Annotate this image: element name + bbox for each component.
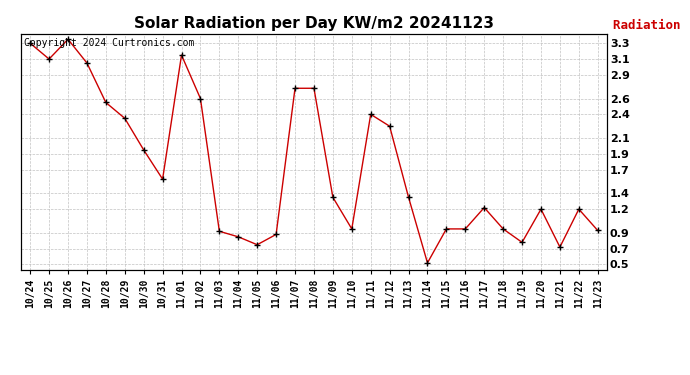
- Text: Copyright 2024 Curtronics.com: Copyright 2024 Curtronics.com: [23, 39, 194, 48]
- Text: Radiation (kW/m2): Radiation (kW/m2): [613, 18, 690, 32]
- Title: Solar Radiation per Day KW/m2 20241123: Solar Radiation per Day KW/m2 20241123: [134, 16, 494, 31]
